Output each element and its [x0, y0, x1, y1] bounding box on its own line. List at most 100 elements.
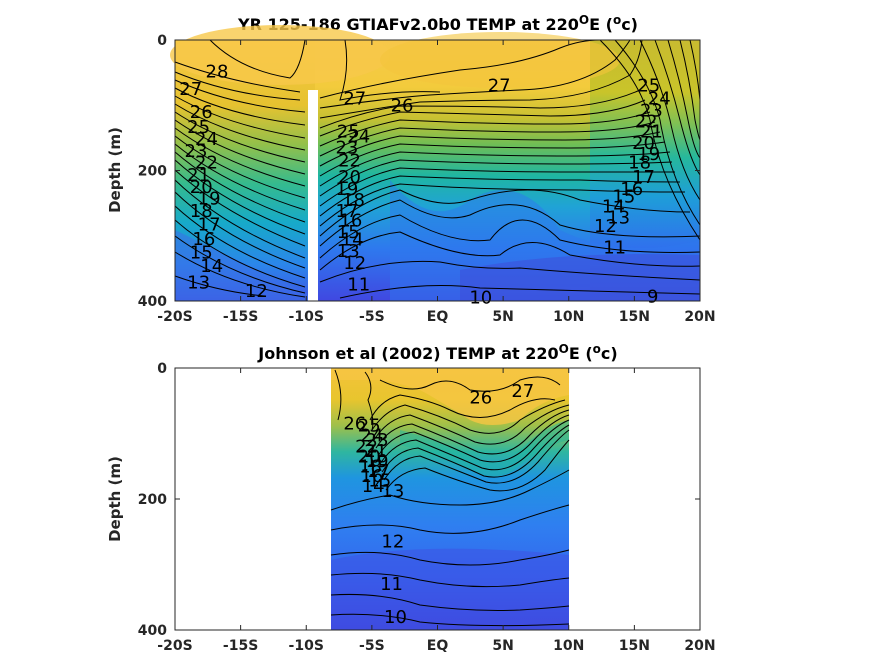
x-tick-label: -20S — [157, 309, 192, 325]
x-tick-label: 20N — [684, 638, 715, 654]
contour-label: 20 — [632, 133, 655, 154]
contour-label: 14 — [362, 476, 385, 497]
contour-label: 16 — [339, 211, 362, 232]
x-tick-label: EQ — [427, 309, 449, 325]
contour-label: 26 — [391, 95, 414, 116]
contour-label: 15 — [337, 222, 360, 243]
contour-label: 20 — [190, 177, 213, 198]
contour-label: 13 — [337, 241, 360, 262]
y-tick-label: 200 — [138, 492, 167, 508]
panel-1-y-axis-label: Depth (m) — [106, 127, 124, 213]
contour-label: 26 — [343, 414, 366, 435]
contour-label: 15 — [368, 471, 391, 492]
contour-label: 13 — [381, 481, 404, 502]
contour-label: 12 — [381, 532, 404, 553]
contour-label: 13 — [187, 273, 210, 294]
x-tick-label: 15N — [619, 638, 650, 654]
x-tick-label: -5S — [359, 309, 385, 325]
contour-label: 17 — [367, 461, 390, 482]
contour-label: 17 — [335, 201, 358, 222]
contour-label: 10 — [384, 607, 407, 628]
panel-2-contour-lines — [330, 369, 570, 627]
y-tick-label: 0 — [157, 33, 167, 49]
y-tick-label: 400 — [138, 623, 167, 639]
panel-2-axes: -20S -15S -10S -5S EQ 5N 10N 15N 20N 0 200 400 — [138, 361, 716, 654]
contour-label: 11 — [380, 574, 403, 595]
contour-label: 12 — [343, 253, 366, 274]
contour-label: 22 — [195, 153, 218, 174]
contour-label: 26 — [469, 387, 492, 408]
x-tick-label: 10N — [553, 309, 584, 325]
x-tick-label: -15S — [223, 638, 258, 654]
x-tick-label: -15S — [223, 309, 258, 325]
contour-label: 18 — [190, 201, 213, 222]
contour-label: 19 — [335, 179, 358, 200]
contour-label: 18 — [359, 456, 382, 477]
contour-label: 11 — [347, 275, 370, 296]
contour-label: 20 — [358, 446, 381, 467]
contour-label: 10 — [469, 288, 492, 309]
contour-label: 21 — [640, 121, 663, 142]
x-tick-label: -10S — [289, 309, 324, 325]
panel-1-data-gap — [308, 90, 318, 301]
x-tick-label: 5N — [492, 309, 513, 325]
contour-label: 18 — [342, 190, 365, 211]
contour-label: 24 — [648, 89, 671, 110]
y-tick-label: 200 — [138, 164, 167, 180]
panel-1: YR 125-186 GTIAFv2.0b0 TEMP at 220OE (oc… — [106, 13, 716, 325]
panel-2-title: Johnson et al (2002) TEMP at 220OE (oc) — [257, 342, 617, 363]
contour-label: 24 — [347, 127, 370, 148]
contour-label: 16 — [192, 229, 215, 250]
contour-label: 22 — [635, 112, 658, 133]
contour-label: 20 — [338, 167, 361, 188]
contour-label: 24 — [360, 425, 383, 446]
contour-label: 12 — [245, 281, 268, 302]
x-tick-label: -20S — [157, 638, 192, 654]
contour-label: 9 — [647, 286, 658, 307]
contour-label: 27 — [179, 79, 202, 100]
contour-label: 23 — [185, 141, 208, 162]
contour-label: 27 — [488, 76, 511, 97]
contour-label: 21 — [187, 165, 210, 186]
panel-2-y-axis-label: Depth (m) — [106, 456, 124, 542]
contour-label: 14 — [200, 256, 223, 277]
contour-label: 26 — [190, 102, 213, 123]
x-tick-label: 15N — [619, 309, 650, 325]
contour-label: 17 — [632, 167, 655, 188]
contour-label: 11 — [603, 237, 626, 258]
x-tick-label: EQ — [427, 638, 449, 654]
contour-label: 25 — [358, 416, 381, 437]
contour-label: 25 — [187, 117, 210, 138]
contour-label: 14 — [602, 196, 625, 217]
contour-label: 15 — [190, 243, 213, 264]
x-tick-label: 20N — [684, 309, 715, 325]
x-tick-label: 5N — [492, 638, 513, 654]
contour-label: 25 — [337, 121, 360, 142]
contour-label: 23 — [640, 100, 663, 121]
contour-label: 19 — [637, 144, 660, 165]
contour-label: 22 — [338, 151, 361, 172]
contour-label: 23 — [366, 430, 389, 451]
y-tick-label: 400 — [138, 294, 167, 310]
contour-label: 14 — [341, 230, 364, 251]
contour-label: 19 — [198, 189, 221, 210]
contour-label: 12 — [594, 216, 617, 237]
x-tick-label: -5S — [359, 638, 385, 654]
contour-label: 25 — [637, 76, 660, 97]
contour-label: 22 — [355, 437, 378, 458]
panel-2-field — [331, 368, 569, 630]
contour-label: 23 — [335, 138, 358, 159]
contour-label: 19 — [366, 451, 389, 472]
contour-label: 27 — [343, 89, 366, 110]
contour-label: 27 — [511, 381, 534, 402]
contour-label: 24 — [195, 129, 218, 150]
contour-label: 13 — [607, 207, 630, 228]
panel-2: Johnson et al (2002) TEMP at 220OE (oc) — [106, 342, 716, 654]
contour-label: 15 — [612, 187, 635, 208]
x-tick-label: -10S — [289, 638, 324, 654]
contour-label: 18 — [628, 153, 651, 174]
y-tick-label: 0 — [157, 361, 167, 377]
